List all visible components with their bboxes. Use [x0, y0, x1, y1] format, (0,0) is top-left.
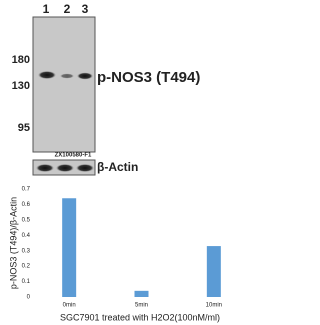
blot-band — [60, 74, 74, 79]
marker-label: 180 — [12, 54, 30, 66]
figure: 1 2 3 180 130 95 p-NOS3 (T494) ZX100580-… — [0, 0, 253, 325]
y-tick-label: 0.2 — [22, 264, 31, 270]
marker-label: 95 — [18, 122, 30, 134]
blot-band — [38, 71, 56, 79]
blot: 1 2 3 180 130 95 p-NOS3 (T494) ZX100580-… — [12, 2, 201, 175]
y-tick-label: 0.7 — [22, 187, 31, 193]
y-tick-label: 0.1 — [22, 279, 31, 285]
bar-chart: p-NOS3 (T494)/β-Actin SGC7901 treated wi… — [8, 187, 222, 323]
catalog-label: ZX100580-F1 — [55, 153, 92, 159]
bar — [62, 198, 76, 297]
y-tick-label: 0.5 — [22, 217, 31, 223]
blot-membrane — [33, 17, 95, 152]
actin-band — [36, 164, 54, 172]
actin-band — [76, 164, 94, 172]
bar — [207, 246, 221, 297]
y-tick-label: 0 — [27, 295, 31, 301]
x-axis-label: SGC7901 treated with H2O2(100nM/ml) — [60, 312, 220, 322]
lane-label: 1 — [43, 2, 50, 16]
x-tick-label: 5min — [135, 303, 148, 309]
y-tick-label: 0.6 — [22, 202, 31, 208]
blot-band — [77, 73, 93, 80]
y-tick-label: 0.3 — [22, 248, 31, 254]
y-axis-label: p-NOS3 (T494)/β-Actin — [8, 197, 18, 289]
actin-band — [56, 164, 74, 172]
marker-label: 130 — [12, 80, 30, 92]
x-tick-label: 10min — [206, 303, 222, 309]
lane-label: 3 — [82, 2, 89, 16]
lane-label: 2 — [64, 2, 71, 16]
target-label: p-NOS3 (T494) — [97, 69, 200, 86]
x-tick-label: 0min — [63, 303, 76, 309]
bar — [135, 291, 149, 297]
loading-label: β-Actin — [97, 160, 138, 174]
y-tick-label: 0.4 — [22, 233, 31, 239]
page: 1 2 3 180 130 95 p-NOS3 (T494) ZX100580-… — [0, 0, 320, 325]
